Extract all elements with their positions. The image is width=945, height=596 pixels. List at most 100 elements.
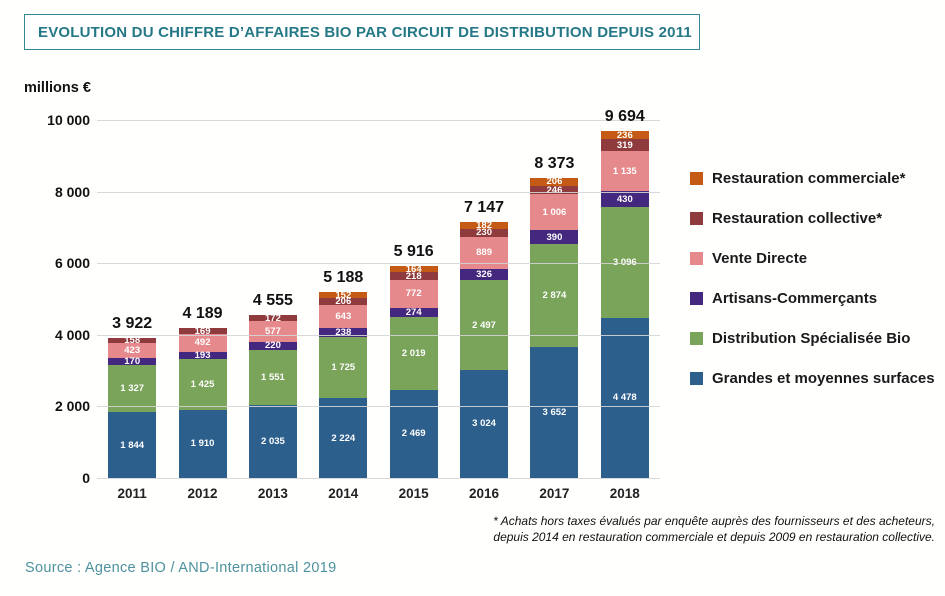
segment-value-label: 430 [616,193,633,205]
bar-segment: 274 [389,306,438,318]
source-credit: Source : Agence BIO / AND-International … [25,560,337,576]
segment-value-label: 182 [476,219,492,231]
gridline-8000 [97,191,660,193]
x-axis-year-label: 2015 [398,486,429,501]
segment-value-label: 1 135 [612,165,637,177]
legend-item: Grandes et moyennes surfaces [690,370,935,387]
bar-total-label: 7 147 [464,199,505,217]
bar-segment: 218 [389,270,438,282]
x-axis-year-label: 2012 [187,486,218,501]
segment-value-label: 220 [265,340,281,352]
bar-segment: 236 [600,129,649,141]
legend-swatch-icon [690,291,703,305]
legend-swatch-icon [690,171,703,185]
segment-value-label: 772 [405,288,422,300]
legend-label: Artisans-Commerçants [712,289,878,307]
segment-value-label: 577 [265,325,281,337]
segment-value-label: 326 [476,269,492,281]
plot-area: 1 844 1 327 170 423 158 1 910 1 425 193 492 169 2 … [97,120,660,479]
bar-total-label: 4 189 [182,305,223,323]
bar-segment: 772 [389,279,438,308]
legend-label: Restauration commerciale* [712,169,906,187]
segment-value-label: 1 725 [331,362,356,374]
bar-segment: 390 [530,230,579,245]
segment-value-label: 164 [405,263,422,275]
legend-item: Artisans-Commerçants [690,289,935,307]
stacked-bar-2013: 2 035 1 551 220 577 172 [248,312,297,478]
segment-value-label: 1 425 [190,378,215,390]
bar-segment: 3 024 [460,369,509,478]
segment-value-label: 3 096 [613,258,637,268]
bar-segment: 172 [248,312,297,324]
segment-value-label: 206 [335,295,352,307]
footnote: * Achats hors taxes évalués par enquête … [493,513,935,545]
footnote-line-1: * Achats hors taxes évalués par enquête … [493,514,935,528]
segment-value-label: 423 [124,345,141,357]
y-tick-label: 2 000 [54,398,90,415]
legend: Restauration commerciale* Restauration co… [690,170,935,410]
segment-value-label: 1 844 [120,439,145,451]
bar-segment: 1 135 [600,150,649,192]
x-axis-year-label: 2013 [257,486,288,501]
bar-segment: 170 [108,357,157,366]
segment-value-label: 390 [546,231,563,243]
bar-segment: 1 327 [108,364,157,412]
bar-total-label: 5 916 [393,243,434,261]
segment-value-label: 206 [546,176,563,188]
gridline-2000 [97,406,660,408]
stacked-bar-2015: 2 469 2 019 274 772 218 164 [389,263,438,478]
segment-value-label: 172 [265,312,281,324]
segment-value-label: 643 [335,311,352,323]
chart-title-box: EVOLUTION DU CHIFFRE D’AFFAIRES BIO PAR … [24,14,700,50]
segment-value-label: 274 [405,306,422,318]
y-tick-label: 10 000 [47,112,90,128]
bar-segment: 193 [178,350,227,360]
bar-total-label: 8 373 [534,155,575,173]
segment-value-label: 1 327 [120,382,145,394]
legend-item: Restauration commerciale* [690,169,935,187]
footnote-line-2: depuis 2014 en restauration commerciale … [493,530,935,544]
stacked-bar-2017: 3 652 2 874 390 1 006 246 206 [530,176,579,478]
segment-value-label: 1 910 [190,438,215,450]
segment-value-label: 246 [546,184,563,196]
bar-segment: 164 [389,263,438,275]
stacked-bar-2014: 2 224 1 725 238 643 206 152 [319,289,368,478]
segment-value-label: 236 [616,129,633,141]
segment-value-label: 3 024 [472,418,496,430]
y-axis-unit-label: millions € [24,80,91,96]
bar-segment: 2 019 [389,317,438,390]
segment-value-label: 218 [405,270,422,282]
segment-value-label: 2 224 [331,432,356,444]
bar-total-label: 5 188 [323,269,364,287]
stacked-bar-2016: 3 024 2 497 326 889 230 182 [460,219,509,478]
segment-value-label: 158 [124,334,141,346]
segment-value-label: 319 [616,139,633,151]
legend-swatch-icon [690,251,703,265]
bar-segment: 2 035 [248,405,297,478]
segment-value-label: 169 [194,325,211,337]
segment-value-label: 2 874 [542,290,567,302]
bar-segment: 220 [248,340,297,352]
bar-segment: 152 [319,289,368,301]
segment-value-label: 2 469 [401,428,426,440]
bar-segment: 1 425 [178,358,227,410]
bar-segment: 169 [178,325,227,337]
bar-segment: 326 [460,268,509,281]
segment-value-label: 152 [335,289,352,301]
segment-value-label: 4 478 [612,392,637,404]
gridline-4000 [97,334,660,336]
x-axis-year-label: 2018 [609,486,640,501]
bar-segment: 643 [319,305,368,329]
segment-value-label: 3 652 [542,407,567,419]
x-axis-year-label: 2014 [328,486,359,501]
segment-value-label: 1 551 [261,371,285,383]
bar-segment: 1 006 [530,194,579,231]
bar-segment: 3 652 [530,347,579,478]
gridline-0 [97,478,660,479]
y-tick-label: 8 000 [54,183,90,200]
x-axis-year-label: 2016 [469,486,500,501]
bar-segment: 2 224 [319,398,368,478]
bar-segment: 206 [530,176,579,188]
